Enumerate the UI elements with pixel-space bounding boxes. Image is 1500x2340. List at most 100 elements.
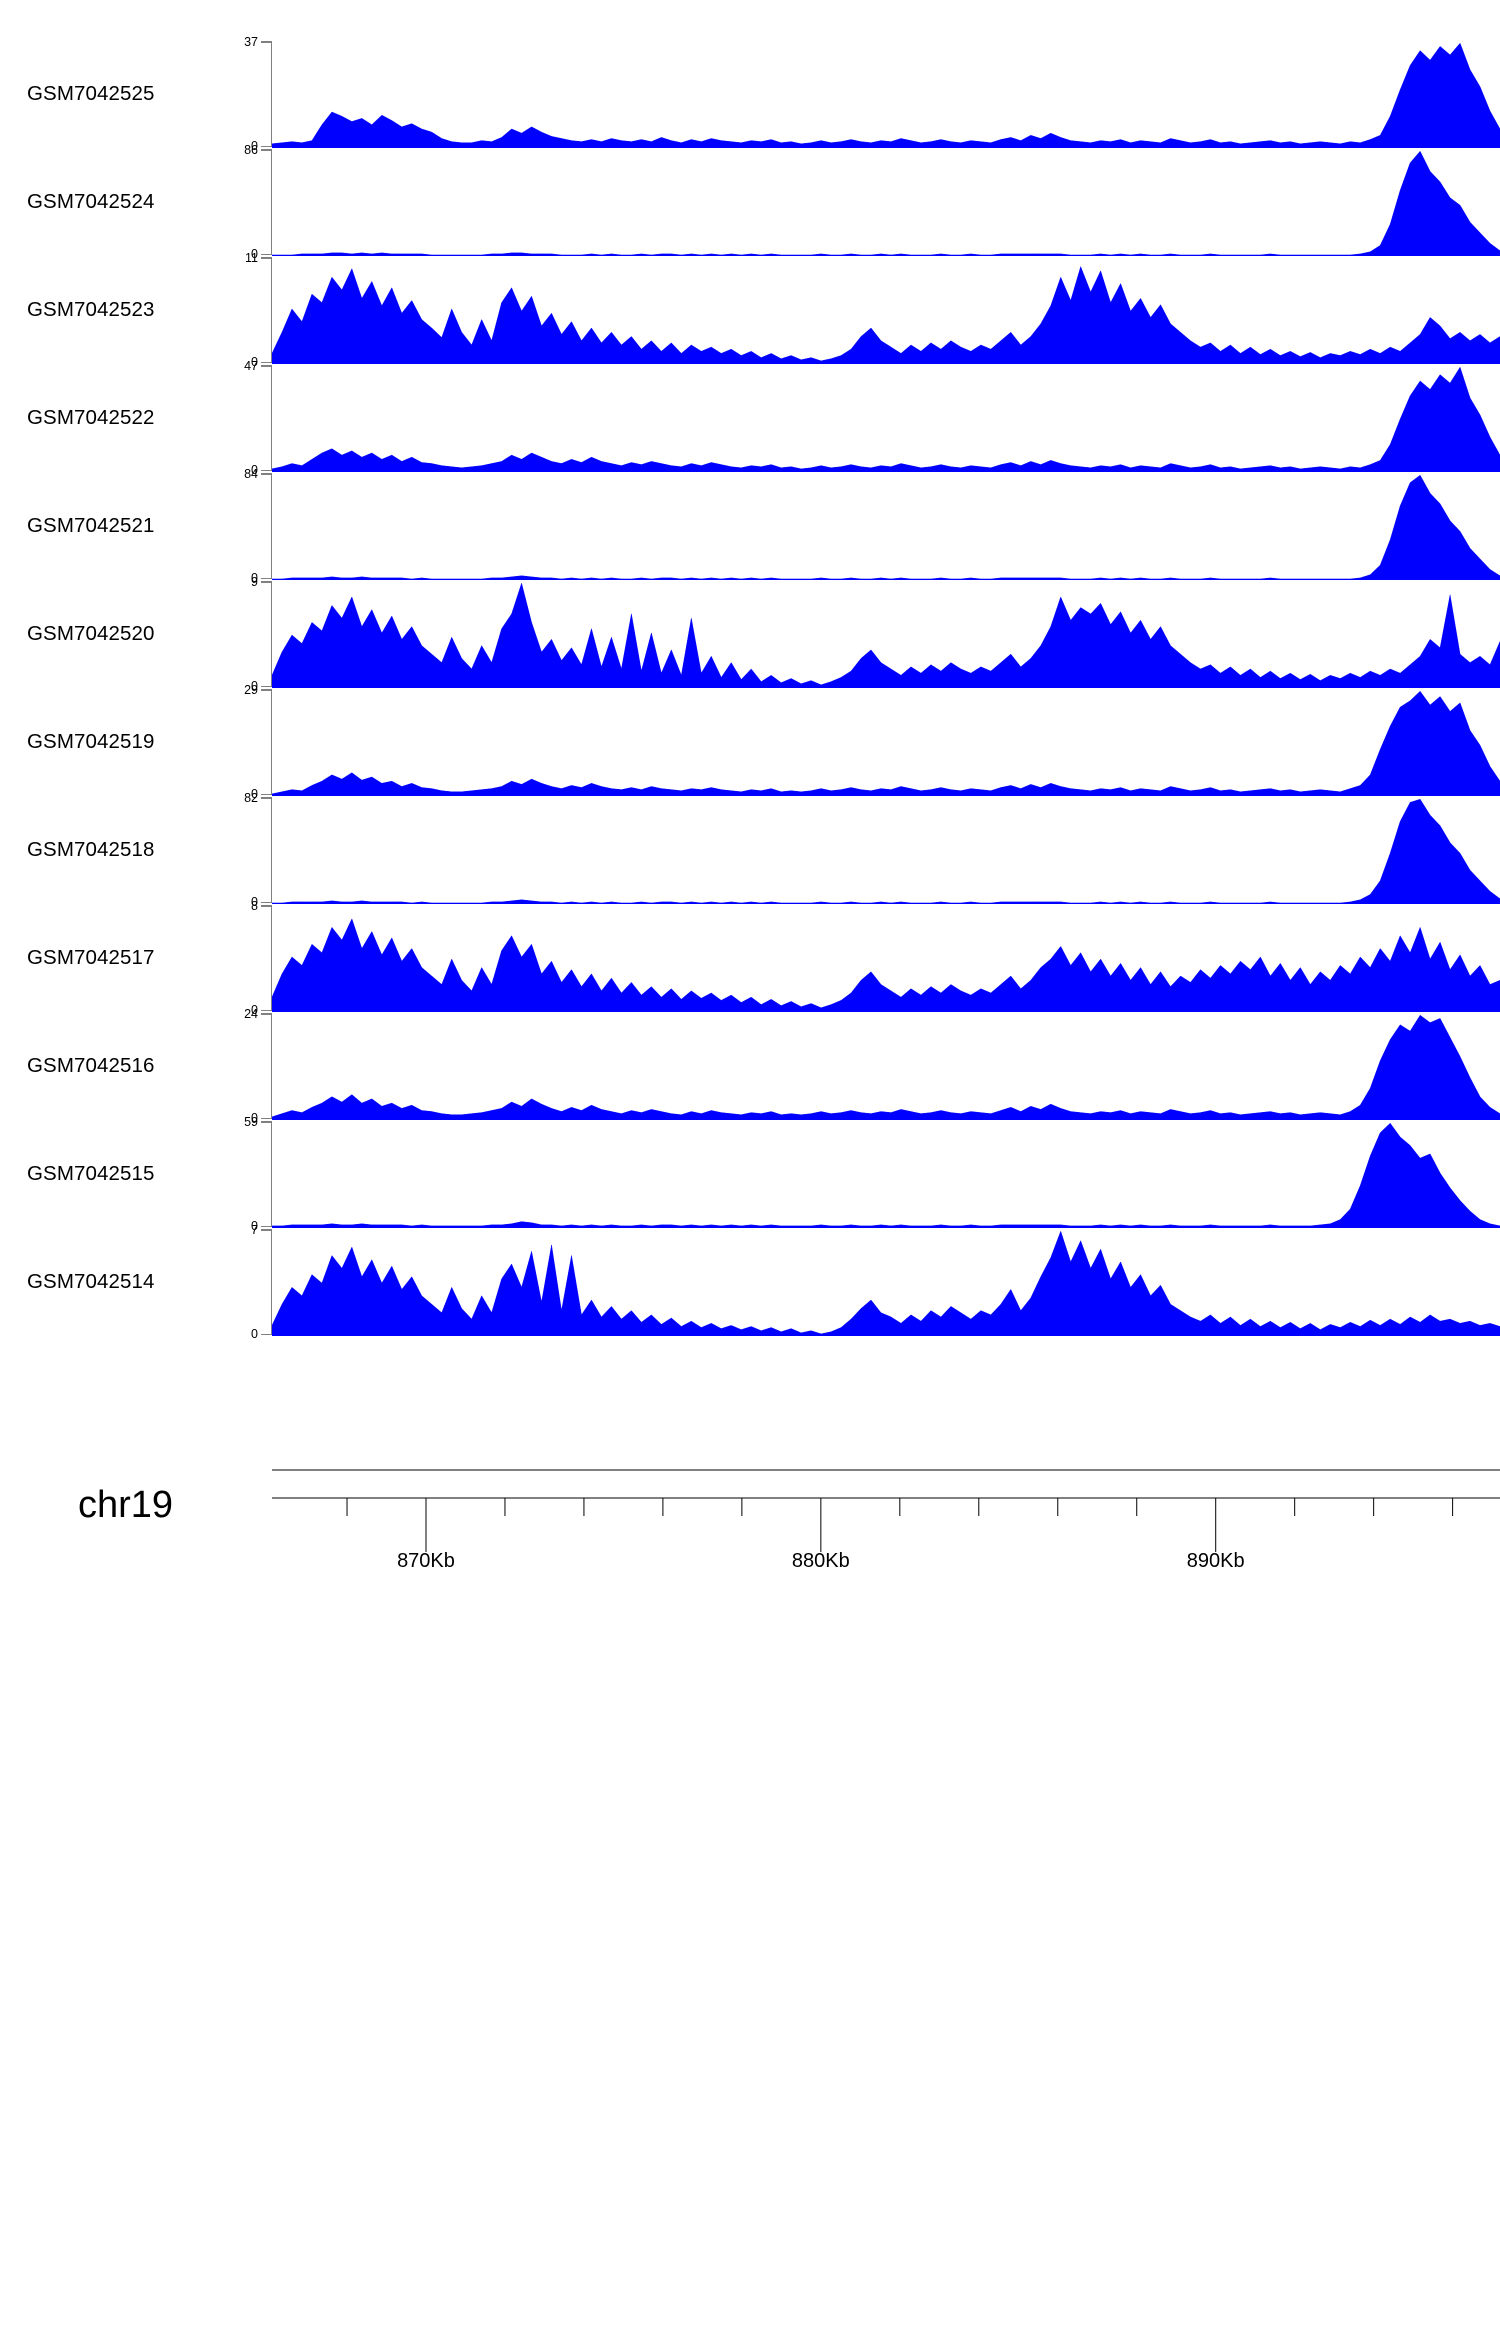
coverage-area [272, 474, 1500, 580]
track-title-cell: GSM7042521 [0, 472, 248, 580]
y-axis-tick-max [261, 689, 272, 691]
track-label: GSM7042518 [27, 838, 155, 861]
y-axis-tick-min [261, 685, 272, 687]
coverage-profile-svg [272, 366, 1500, 472]
coverage-track-gsm7042519[interactable]: GSM7042519 29 0 [0, 684, 1500, 800]
track-plot-area[interactable] [272, 256, 1500, 364]
y-axis-min-label: 0 [251, 138, 258, 153]
track-y-axis: 59 0 [244, 1116, 272, 1232]
coverage-profile-svg [272, 690, 1500, 796]
y-axis-line [270, 689, 272, 795]
coverage-track-gsm7042521[interactable]: GSM7042521 84 0 [0, 468, 1500, 584]
y-axis-line [270, 1013, 272, 1119]
y-axis-tick-min [261, 1117, 272, 1119]
track-label: GSM7042520 [27, 622, 155, 645]
track-y-axis: 29 0 [244, 684, 272, 800]
coverage-area [272, 150, 1500, 256]
y-axis-line [270, 473, 272, 579]
y-axis-max-label: 8 [251, 899, 258, 913]
coverage-track-gsm7042516[interactable]: GSM7042516 24 0 [0, 1008, 1500, 1124]
y-axis-max-label: 37 [244, 35, 258, 49]
y-axis-max-label: 29 [244, 683, 258, 697]
track-y-axis: 47 0 [244, 360, 272, 476]
track-title-cell: GSM7042523 [0, 256, 248, 364]
track-title-cell: GSM7042516 [0, 1012, 248, 1120]
y-axis-tick-max [261, 149, 272, 151]
coverage-track-gsm7042523[interactable]: GSM7042523 11 0 [0, 252, 1500, 368]
y-axis-min-label: 0 [251, 462, 258, 477]
y-axis-max-label: 24 [244, 1007, 258, 1021]
y-axis-max-label: 86 [244, 143, 258, 157]
track-y-axis: 86 0 [244, 144, 272, 260]
track-plot-area[interactable] [272, 364, 1500, 472]
track-label: GSM7042516 [27, 1054, 155, 1077]
track-label: GSM7042525 [27, 82, 155, 105]
track-title-cell: GSM7042517 [0, 904, 248, 1012]
y-axis-tick-max [261, 257, 272, 259]
chromosome-label: chr19 [78, 1484, 174, 1526]
y-axis-min-label: 0 [251, 1218, 258, 1233]
genome-ruler[interactable]: 870Kb 880Kb 890Kb [272, 1464, 1500, 1604]
y-axis-min-label: 0 [251, 246, 258, 261]
track-title-cell: GSM7042515 [0, 1120, 248, 1228]
coverage-profile-svg [272, 150, 1500, 256]
y-axis-line [270, 797, 272, 903]
track-plot-area[interactable] [272, 796, 1500, 904]
coverage-track-gsm7042522[interactable]: GSM7042522 47 0 [0, 360, 1500, 476]
genome-ruler-svg [272, 1464, 1500, 1604]
track-y-axis: 37 0 [244, 36, 272, 152]
track-title-cell: GSM7042522 [0, 364, 248, 472]
coverage-profile-svg [272, 474, 1500, 580]
coverage-track-gsm7042518[interactable]: GSM7042518 82 0 [0, 792, 1500, 908]
y-axis-max-label: 7 [251, 1223, 258, 1237]
y-axis-tick-min [261, 469, 272, 471]
coverage-profile-svg [272, 798, 1500, 904]
y-axis-max-label: 59 [244, 1115, 258, 1129]
y-axis-max-label: 82 [244, 791, 258, 805]
coverage-track-gsm7042517[interactable]: GSM7042517 8 0 [0, 900, 1500, 1016]
y-axis-tick-max [261, 905, 272, 907]
coverage-track-gsm7042525[interactable]: GSM7042525 37 0 [0, 36, 1500, 152]
coverage-track-gsm7042524[interactable]: GSM7042524 86 0 [0, 144, 1500, 260]
coverage-track-gsm7042514[interactable]: GSM7042514 7 0 [0, 1224, 1500, 1340]
ruler-tick-label: 870Kb [397, 1550, 455, 1572]
y-axis-max-label: 84 [244, 467, 258, 481]
track-title-cell: GSM7042519 [0, 688, 248, 796]
y-axis-tick-min [261, 1225, 272, 1227]
y-axis-max-label: 11 [245, 251, 258, 265]
y-axis-tick-max [261, 365, 272, 367]
track-label: GSM7042524 [27, 190, 155, 213]
track-plot-area[interactable] [272, 40, 1500, 148]
coverage-track-gsm7042520[interactable]: GSM7042520 9 0 [0, 576, 1500, 692]
y-axis-min-label: 0 [251, 786, 258, 801]
track-plot-area[interactable] [272, 904, 1500, 1012]
track-plot-area[interactable] [272, 688, 1500, 796]
y-axis-line [270, 1121, 272, 1227]
y-axis-tick-min [261, 145, 272, 147]
track-label: GSM7042523 [27, 298, 155, 321]
track-plot-area[interactable] [272, 1012, 1500, 1120]
y-axis-tick-min [261, 577, 272, 579]
coverage-profile-svg [272, 42, 1500, 148]
track-plot-area[interactable] [272, 1228, 1500, 1336]
track-title-cell: GSM7042520 [0, 580, 248, 688]
y-axis-min-label: 0 [251, 1326, 258, 1341]
track-title-cell: GSM7042524 [0, 148, 248, 256]
coverage-area [272, 583, 1500, 688]
track-plot-area[interactable] [272, 580, 1500, 688]
track-label: GSM7042521 [27, 514, 155, 537]
coverage-profile-svg [272, 583, 1500, 688]
track-plot-area[interactable] [272, 472, 1500, 580]
track-plot-area[interactable] [272, 148, 1500, 256]
track-plot-area[interactable] [272, 1120, 1500, 1228]
y-axis-tick-min [261, 901, 272, 903]
y-axis-tick-max [261, 41, 272, 43]
coverage-profile-svg [272, 1014, 1500, 1120]
coverage-track-gsm7042515[interactable]: GSM7042515 59 0 [0, 1116, 1500, 1232]
coverage-area [272, 1014, 1500, 1120]
y-axis-min-label: 0 [251, 1110, 258, 1125]
track-y-axis: 11 0 [245, 252, 272, 368]
